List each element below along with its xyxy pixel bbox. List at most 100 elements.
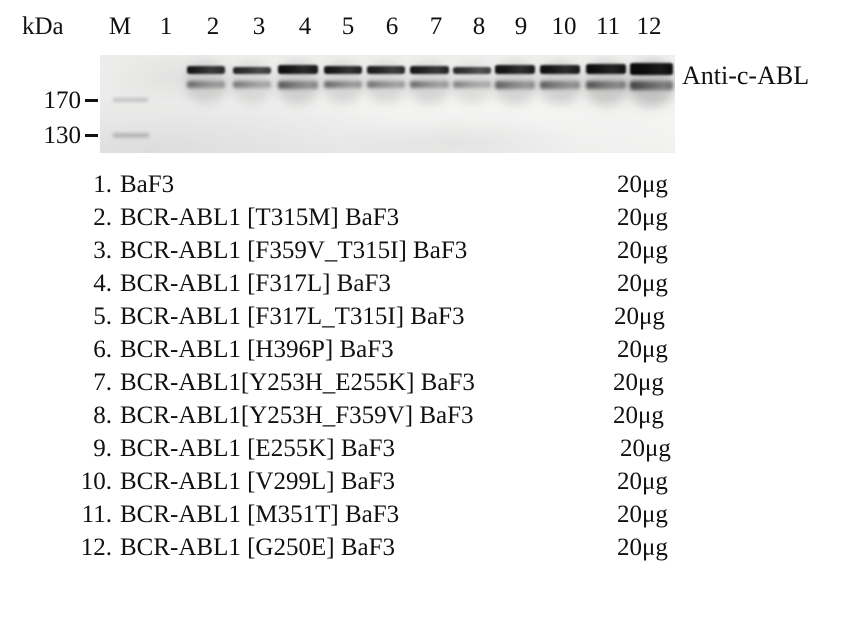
- legend-row: 9. BCR-ABL1 [E255K] BaF3 20μg: [0, 432, 848, 465]
- blot-lane-10: [537, 55, 583, 153]
- legend-index: 4.: [93, 270, 112, 297]
- blot-lane-5: [321, 55, 365, 153]
- band-primary: [540, 65, 580, 74]
- legend-amount: 20μg: [617, 501, 668, 528]
- legend-sample: BCR-ABL1 [M351T] BaF3: [120, 501, 400, 528]
- mw-marker-170: 170: [16, 88, 98, 113]
- legend-row: 5. BCR-ABL1 [F317L_T315I] BaF3 20μg: [0, 300, 848, 333]
- legend-amount: 20μg: [617, 171, 668, 198]
- legend-index: 2.: [93, 204, 112, 231]
- legend-amount: 20μg: [620, 435, 671, 462]
- band-secondary: [367, 81, 405, 88]
- ladder-band-130: [113, 132, 149, 139]
- legend-amount: 20μg: [613, 369, 664, 396]
- legend-row: 11. BCR-ABL1 [M351T] BaF3 20μg: [0, 498, 848, 531]
- legend-row: 1. BaF3 20μg: [0, 168, 848, 201]
- legend-index: 5.: [93, 303, 112, 330]
- legend-amount: 20μg: [617, 237, 668, 264]
- band-primary: [367, 66, 405, 74]
- mw-marker-170-dash: [85, 98, 98, 102]
- legend-amount: 20μg: [613, 402, 664, 429]
- band-primary: [187, 66, 225, 74]
- blot-lane-4: [275, 55, 321, 153]
- legend-row: 8. BCR-ABL1[Y253H_F359V] BaF3 20μg: [0, 399, 848, 432]
- legend-index: 8.: [93, 402, 112, 429]
- legend-sample: BCR-ABL1[Y253H_F359V] BaF3: [120, 402, 474, 429]
- mw-marker-130-dash: [85, 133, 98, 137]
- lane-label-11: 11: [595, 13, 621, 40]
- legend-sample: BCR-ABL1 [F317L] BaF3: [120, 270, 391, 297]
- legend-sample: BCR-ABL1[Y253H_E255K] BaF3: [120, 369, 475, 396]
- legend-amount: 20μg: [614, 303, 665, 330]
- legend-sample: BCR-ABL1 [F359V_T315I] BaF3: [120, 237, 468, 264]
- band-secondary: [630, 81, 673, 90]
- blot-lane-12: [628, 55, 675, 153]
- band-primary: [324, 66, 362, 74]
- legend-index: 7.: [93, 369, 112, 396]
- legend-row: 2. BCR-ABL1 [T315M] BaF3 20μg: [0, 201, 848, 234]
- lane-label-9: 9: [514, 13, 528, 40]
- legend-row: 12. BCR-ABL1 [G250E] BaF3 20μg: [0, 531, 848, 564]
- legend-sample: BCR-ABL1 [F317L_T315I] BaF3: [120, 303, 465, 330]
- band-primary: [278, 65, 318, 74]
- band-primary: [453, 67, 491, 74]
- lane-label-4: 4: [298, 13, 312, 40]
- legend-amount: 20μg: [617, 336, 668, 363]
- legend-sample: BCR-ABL1 [H396P] BaF3: [120, 336, 394, 363]
- band-secondary: [324, 81, 362, 88]
- legend-amount: 20μg: [617, 270, 668, 297]
- sample-legend: 1. BaF3 20μg 2. BCR-ABL1 [T315M] BaF3 20…: [0, 168, 848, 564]
- blot-lane-8: [450, 55, 494, 153]
- lane-label-6: 6: [385, 13, 399, 40]
- lane-label-1: 1: [159, 13, 173, 40]
- legend-sample: BCR-ABL1 [T315M] BaF3: [120, 204, 400, 231]
- band-primary: [495, 65, 535, 74]
- legend-index: 10.: [80, 468, 112, 495]
- legend-index: 3.: [93, 237, 112, 264]
- band-secondary: [187, 81, 225, 88]
- band-secondary: [495, 81, 535, 89]
- antibody-label: Anti-c-ABL: [682, 61, 810, 90]
- lane-label-5: 5: [341, 13, 355, 40]
- band-primary: [410, 66, 449, 74]
- band-secondary: [540, 81, 580, 89]
- blot-lane-3: [230, 55, 274, 153]
- lane-label-10: 10: [551, 13, 577, 40]
- legend-sample: BCR-ABL1 [G250E] BaF3: [120, 534, 395, 561]
- legend-sample: BCR-ABL1 [V299L] BaF3: [120, 468, 395, 495]
- lane-label-2: 2: [206, 13, 220, 40]
- band-primary: [586, 64, 626, 74]
- legend-amount: 20μg: [617, 534, 668, 561]
- ladder-band-170: [113, 97, 148, 103]
- legend-amount: 20μg: [617, 468, 668, 495]
- legend-amount: 20μg: [617, 204, 668, 231]
- legend-index: 11.: [81, 501, 112, 528]
- blot-lane-7: [407, 55, 452, 153]
- legend-index: 6.: [93, 336, 112, 363]
- legend-row: 6. BCR-ABL1 [H396P] BaF3 20μg: [0, 333, 848, 366]
- band-secondary: [410, 81, 449, 88]
- band-primary: [233, 67, 271, 74]
- legend-row: 4. BCR-ABL1 [F317L] BaF3 20μg: [0, 267, 848, 300]
- lane-label-12: 12: [636, 13, 662, 40]
- band-secondary: [453, 81, 491, 88]
- legend-row: 7. BCR-ABL1[Y253H_E255K] BaF3 20μg: [0, 366, 848, 399]
- blot-lane-6: [364, 55, 408, 153]
- band-primary: [630, 63, 673, 75]
- legend-index: 9.: [93, 435, 112, 462]
- lane-label-8: 8: [472, 13, 486, 40]
- band-secondary: [278, 81, 318, 89]
- legend-sample: BaF3: [120, 171, 175, 198]
- legend-row: 10. BCR-ABL1 [V299L] BaF3 20μg: [0, 465, 848, 498]
- band-secondary: [233, 81, 271, 88]
- legend-index: 12.: [80, 534, 112, 561]
- band-secondary: [586, 81, 626, 89]
- mw-marker-130: 130: [16, 123, 98, 148]
- blot-lane-2: [184, 55, 228, 153]
- blot-membrane: [100, 55, 675, 153]
- legend-row: 3. BCR-ABL1 [F359V_T315I] BaF3 20μg: [0, 234, 848, 267]
- mw-marker-130-value: 130: [43, 122, 82, 149]
- lane-label-3: 3: [252, 13, 266, 40]
- lane-label-marker: M: [108, 13, 132, 40]
